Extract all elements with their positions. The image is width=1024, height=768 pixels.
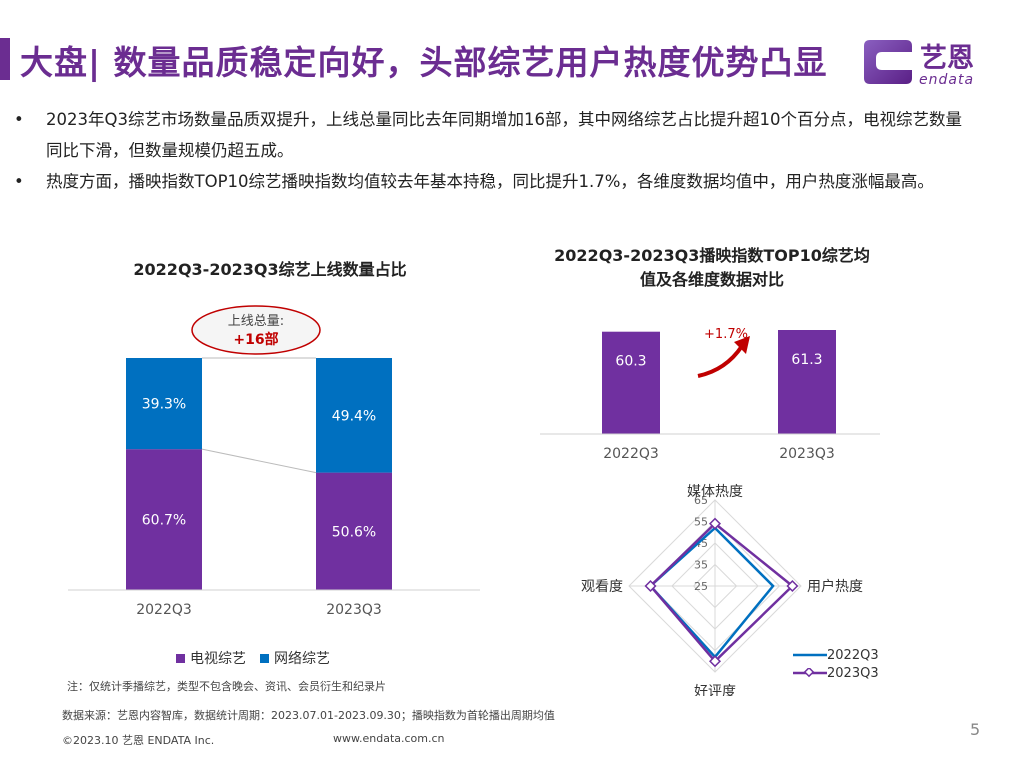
total-callout-ellipse: [191, 305, 321, 355]
growth-arrow-shaft: [697, 344, 744, 378]
index-bar-2022Q3: [602, 331, 660, 434]
share-stacked-bar-chart: 60.7% 39.3% 2022Q3 50.6% 49.4% 2023Q3 上线总量: +16…: [68, 305, 480, 618]
bar-web-2023Q3: [316, 358, 392, 473]
bar-label-web: 39.3%: [142, 397, 186, 413]
chart-note: 注：仅统计季播综艺，类型不包含晚会、资讯、会员衍生和纪录片: [67, 680, 386, 693]
index-chart-title-line2: 值及各维度数据对比: [639, 270, 784, 289]
growth-arrow-head: [734, 336, 750, 354]
bullet-text: 2023年Q3综艺市场数量品质双提升，上线总量同比去年同期增加16部，其中网络综…: [46, 110, 962, 160]
index-bar-chart: 60.3 2022Q3 61.3 2023Q3 +1.7%: [540, 327, 880, 462]
total-callout-line2: +16部: [233, 331, 278, 348]
legend-swatch-tv: [176, 654, 185, 663]
legend-item-tv: 电视综艺: [176, 648, 246, 668]
index-x-tick-label: 2023Q3: [779, 446, 835, 462]
radar-legend-line-2022: [793, 653, 827, 657]
radar-axis-label: 好评度: [694, 684, 736, 696]
bullet-text: 热度方面，播映指数TOP10综艺播映指数均值较去年基本持稳，同比提升1.7%，各…: [46, 172, 934, 191]
share-chart-legend: 电视综艺 网络综艺: [176, 648, 330, 668]
total-callout-line1: 上线总量:: [228, 314, 284, 329]
growth-label: +1.7%: [704, 327, 748, 342]
bar-label-tv: 60.7%: [142, 513, 186, 529]
radar-point-2023Q3: [644, 579, 657, 593]
bullet-dot: •: [14, 110, 24, 129]
radar-tick-label: 35: [694, 559, 708, 572]
legend-swatch-web: [260, 654, 269, 663]
radar-legend-item: 2022Q3: [793, 646, 879, 664]
endata-logo-icon: [864, 40, 912, 84]
legend-label-web: 网络综艺: [274, 651, 330, 667]
radar-axis-label: 观看度: [581, 579, 623, 595]
bar-tv-2022Q3: [126, 449, 202, 590]
endata-logo: 艺恩 endata: [862, 36, 1012, 90]
index-x-tick-label: 2022Q3: [603, 446, 659, 462]
radar-axis-label: 媒体热度: [687, 484, 743, 500]
index-bar-2023Q3: [778, 330, 836, 434]
bar-tv-2023Q3: [316, 472, 392, 590]
radar-legend-label-2023: 2023Q3: [827, 665, 879, 681]
copyright-text: ©2023.10 艺恩 ENDATA Inc.: [62, 734, 215, 747]
radar-point-2023Q3: [786, 579, 799, 593]
logo-chinese-text: 艺恩: [920, 43, 974, 74]
title-accent-bar: [0, 38, 10, 80]
legend-item-web: 网络综艺: [260, 648, 330, 668]
index-bar-label: 61.3: [791, 352, 822, 368]
radar-axis-label: 用户热度: [807, 578, 863, 595]
radar-point-2023Q3: [708, 517, 722, 530]
radar-tick-label: 65: [694, 494, 708, 507]
radar-point-2023Q3: [708, 655, 722, 668]
connector-line-mid: [201, 448, 317, 474]
data-source: 数据来源：艺恩内容智库，数据统计周期：2023.07.01-2023.09.30…: [62, 709, 555, 722]
page-title: 大盘| 数量品质稳定向好，头部综艺用户热度优势凸显: [20, 43, 828, 82]
bullet-item: • 2023年Q3综艺市场数量品质双提升，上线总量同比去年同期增加16部，其中网…: [14, 104, 974, 166]
radar-legend: 2022Q3 2023Q3: [793, 646, 879, 682]
radar-legend-line-2023: [793, 668, 827, 678]
radar-series-2023Q3: [648, 521, 795, 664]
radar-tick-label: 55: [694, 516, 708, 529]
bar-web-2022Q3: [126, 358, 202, 450]
index-chart-title: 2022Q3-2023Q3播映指数TOP10综艺均 值及各维度数据对比: [512, 244, 912, 292]
logo-english-text: endata: [919, 72, 975, 88]
radar-series-2022Q3: [648, 526, 775, 659]
bullet-item: • 热度方面，播映指数TOP10综艺播映指数均值较去年基本持稳，同比提升1.7%…: [14, 166, 974, 197]
index-chart-title-line1: 2022Q3-2023Q3播映指数TOP10综艺均: [554, 246, 870, 265]
index-bar-label: 60.3: [615, 354, 646, 370]
x-tick-label: 2022Q3: [136, 602, 192, 618]
radar-legend-label-2022: 2022Q3: [827, 647, 879, 663]
x-tick-label: 2023Q3: [326, 602, 382, 618]
legend-label-tv: 电视综艺: [190, 651, 246, 667]
page-number: 5: [970, 720, 981, 739]
bar-label-tv: 50.6%: [332, 524, 376, 540]
radar-legend-item: 2023Q3: [793, 664, 879, 682]
bullet-dot: •: [14, 172, 24, 191]
bar-label-web: 49.4%: [332, 408, 376, 424]
website-link[interactable]: www.endata.com.cn: [333, 732, 445, 745]
summary-bullets: • 2023年Q3综艺市场数量品质双提升，上线总量同比去年同期增加16部，其中网…: [14, 104, 974, 197]
share-chart-title: 2022Q3-2023Q3综艺上线数量占比: [133, 260, 407, 279]
radar-tick-label: 25: [694, 580, 708, 593]
